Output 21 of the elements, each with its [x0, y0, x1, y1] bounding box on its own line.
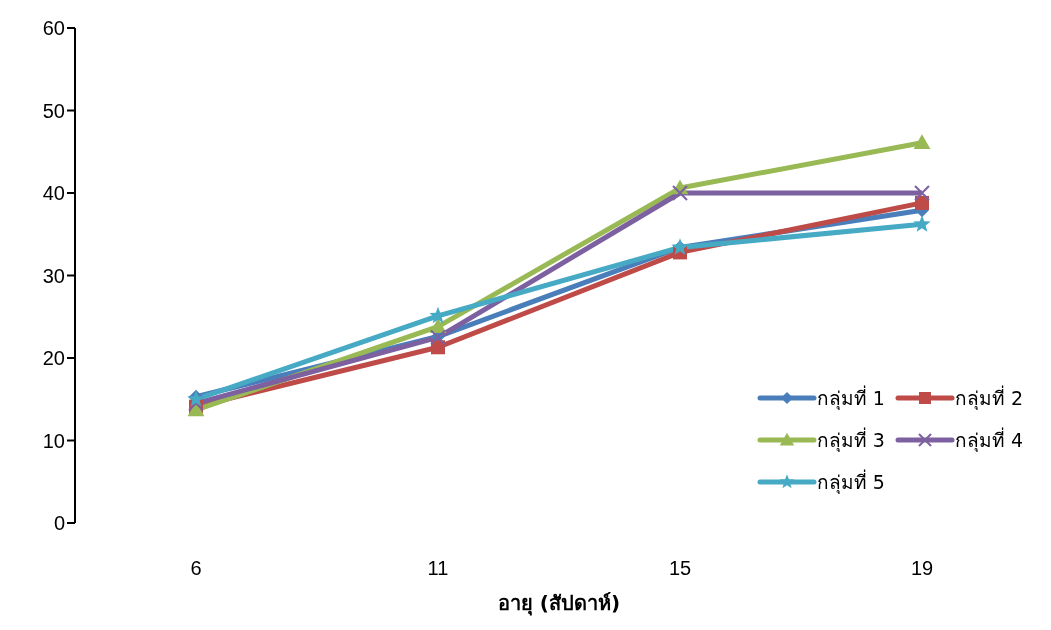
x-tick-label: 19: [910, 557, 934, 580]
x-tick-label: 15: [668, 557, 692, 580]
legend-label: กลุ่มที่ 1: [816, 384, 885, 412]
x-axis-title: อายุ (สัปดาห์): [497, 591, 621, 616]
point: [913, 215, 931, 232]
point: [914, 185, 930, 201]
y-tick-label: 30: [42, 264, 65, 287]
y-tick-label: 10: [42, 429, 65, 452]
point: [672, 185, 688, 201]
legend-label: กลุ่มที่ 4: [954, 426, 1023, 454]
point: [913, 134, 931, 149]
x-tick-label: 11: [427, 557, 449, 580]
x-tick-label: 6: [190, 557, 202, 580]
y-tick-label: 40: [42, 182, 65, 205]
y-tick-label: 0: [53, 512, 65, 535]
legend-label: กลุ่มที่ 3: [816, 426, 885, 454]
legend-label: กลุ่มที่ 2: [954, 384, 1023, 412]
y-tick-label: 50: [42, 99, 65, 122]
y-tick-label: 20: [42, 347, 65, 370]
y-tick-label: 60: [42, 17, 65, 40]
legend-label: กลุ่มที่ 5: [816, 468, 885, 496]
